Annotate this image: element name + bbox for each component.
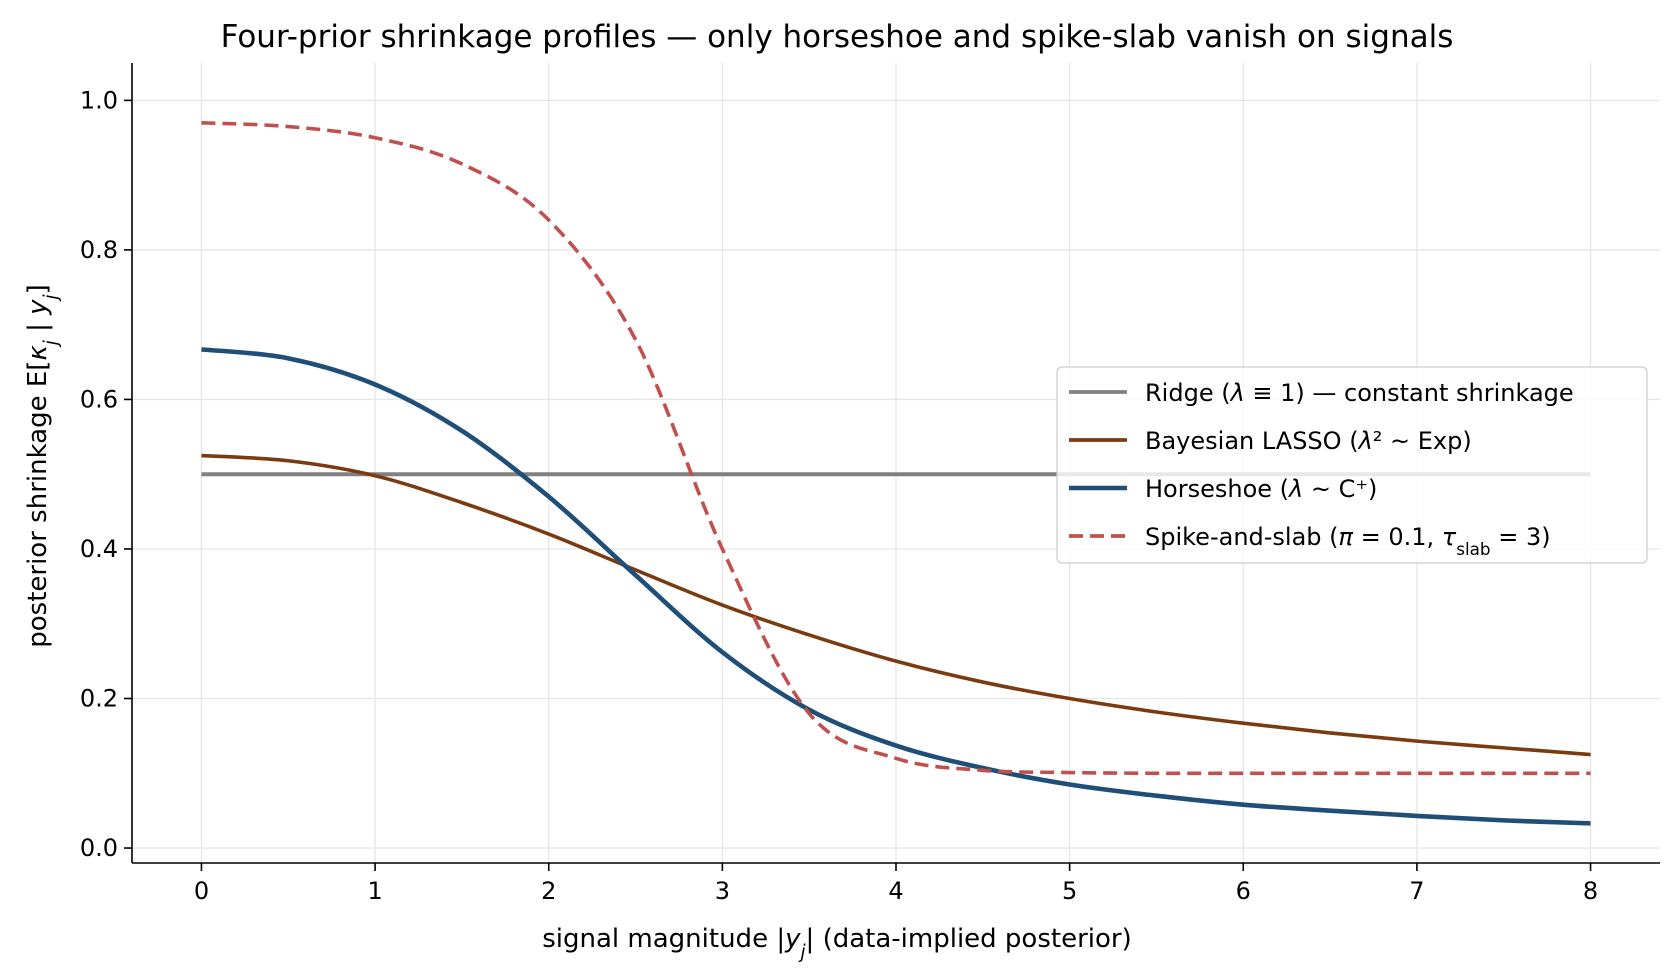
y-tick-label-0: 0.0 xyxy=(80,834,118,862)
series-line-2 xyxy=(201,347,1591,826)
y-tick-label-3: 0.6 xyxy=(80,385,118,413)
x-axis-label: signal magnitude |yj| (data-implied post… xyxy=(542,924,1131,963)
legend-label-3: Spike-and-slab (π = 0.1, τslab = 3) xyxy=(1145,523,1551,559)
chart-title: Four-prior shrinkage profiles — only hor… xyxy=(221,19,1454,55)
x-tick-label-4: 4 xyxy=(888,877,903,905)
series-line-3 xyxy=(201,121,1591,776)
legend-label-1: Bayesian LASSO (λ² ~ Exp) xyxy=(1145,427,1472,455)
x-tick-label-5: 5 xyxy=(1062,877,1077,905)
x-ticks: 0 1 2 3 4 5 6 7 8 xyxy=(194,863,1598,905)
y-tick-label-4: 0.8 xyxy=(80,236,118,264)
x-tick-label-3: 3 xyxy=(715,877,730,905)
legend-box xyxy=(1056,366,1648,564)
series-line-1 xyxy=(201,453,1591,757)
x-tick-label-0: 0 xyxy=(194,877,209,905)
legend-label-2: Horseshoe (λ ~ C⁺) xyxy=(1145,475,1377,503)
y-tick-label-1: 0.2 xyxy=(80,685,118,713)
y-tick-label-2: 0.4 xyxy=(80,535,118,563)
y-axis-label: posterior shrinkage E[κj | yj] xyxy=(23,284,62,648)
x-tick-label-7: 7 xyxy=(1409,877,1424,905)
legend: Ridge (λ ≡ 1) — constant shrinkage Bayesi… xyxy=(1056,366,1648,564)
legend-label-0: Ridge (λ ≡ 1) — constant shrinkage xyxy=(1145,379,1574,407)
x-tick-label-8: 8 xyxy=(1583,877,1598,905)
y-ticks: 0.0 0.2 0.4 0.6 0.8 1.0 xyxy=(80,86,132,862)
y-tick-label-5: 1.0 xyxy=(80,86,118,114)
x-tick-label-2: 2 xyxy=(541,877,556,905)
x-tick-label-6: 6 xyxy=(1236,877,1251,905)
x-tick-label-1: 1 xyxy=(367,877,382,905)
